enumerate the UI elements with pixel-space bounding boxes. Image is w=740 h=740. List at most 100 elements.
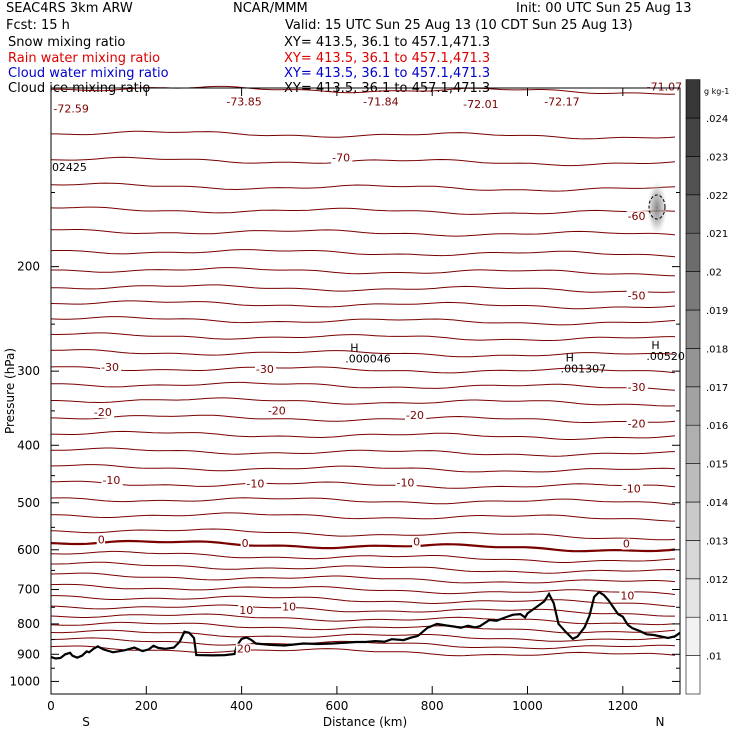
temperature-label: 20 <box>237 643 251 656</box>
high-marker: H <box>651 339 659 352</box>
colorbar-tick-label: .016 <box>706 421 728 432</box>
legend-cloud-water-name: Cloud water mixing ratio <box>8 66 169 81</box>
cloud-ice-contour <box>648 194 666 220</box>
colorbar-cell <box>685 348 701 388</box>
isotherm-line <box>50 497 676 505</box>
colorbar-cell <box>685 117 701 157</box>
colorbar: .01 .011 .012 .013 .014 .015 .016 .017 .018 .019.… <box>685 79 729 695</box>
temperature-label: -10 <box>396 476 414 489</box>
colorbar-cell <box>685 424 701 464</box>
temperature-label: -60 <box>628 210 646 223</box>
colorbar-tick-label: .021 <box>706 229 728 240</box>
isotherm-line <box>50 156 676 167</box>
label-knockout <box>331 152 353 164</box>
legend-rain-name: Rain water mixing ratio <box>8 51 161 66</box>
colorbar-cell <box>685 540 701 580</box>
colorbar-tick-label: .018 <box>706 344 728 355</box>
axes: 0 200 400 600 800 1000 12002003004005006007008… <box>3 87 680 729</box>
label-knockout <box>621 483 644 495</box>
temperature-label: 0 <box>98 533 105 546</box>
label-knockout <box>96 534 106 546</box>
label-knockout <box>395 477 417 489</box>
isotherm-line <box>50 414 676 423</box>
isotherm-line <box>51 561 676 574</box>
label-knockout <box>462 98 503 110</box>
colorbar-tick-label: .017 <box>706 383 728 394</box>
isotherm-line <box>51 267 676 277</box>
isotherm-line <box>50 583 676 595</box>
y-tick-label: 400 <box>17 438 40 452</box>
isotherm-line <box>51 349 676 358</box>
temperature-label: -20 <box>268 405 286 418</box>
label-knockout <box>626 418 648 430</box>
colorbar-tick-label: .019 <box>706 306 728 317</box>
label-knockout <box>543 96 584 108</box>
isotherm-line <box>50 332 675 341</box>
cloud-ice-blob <box>647 181 667 235</box>
colorbar-tick-label: .012 <box>706 575 728 586</box>
temperature-label: -20 <box>628 417 646 430</box>
isotherm-line <box>50 316 676 326</box>
temperature-label: -72.59 <box>53 103 88 116</box>
x-axis-label: Distance (km) <box>323 715 407 729</box>
temperature-label: 0 <box>623 538 630 551</box>
colorbar-tick-label: .024 <box>706 114 728 125</box>
temperature-label: -30 <box>256 363 274 376</box>
isotherm-line <box>51 284 676 293</box>
x-tick-label: 800 <box>421 699 444 713</box>
isotherm-line <box>50 480 676 489</box>
y-axis-label: Pressure (hPa) <box>3 348 17 434</box>
colorbar-tick-label: .02 <box>706 268 722 279</box>
temperature-label: 10 <box>620 589 634 602</box>
legend-snow-name: Snow mixing ratio <box>8 35 126 50</box>
isotherm-line <box>50 430 676 440</box>
colorbar-cell <box>685 232 701 272</box>
temperature-label: -30 <box>101 361 119 374</box>
isotherm-line <box>51 381 676 391</box>
y-tick-label: 200 <box>17 260 40 274</box>
colorbar-cell <box>685 655 701 695</box>
cloud-ice-shading <box>647 181 667 235</box>
colorbar-cell <box>685 463 701 503</box>
temperature-label: -73.85 <box>226 95 261 108</box>
high-marker: H <box>350 342 358 355</box>
legend-snow-xy: XY= 413.5, 36.1 to 457.1,471.3 <box>284 35 491 50</box>
temperature-label: -20 <box>94 406 112 419</box>
x-tick-label: 200 <box>135 699 158 713</box>
label-knockout <box>626 381 648 393</box>
label-knockout <box>619 590 635 602</box>
y-tick-label: 800 <box>17 617 40 631</box>
terrain-line <box>50 590 681 660</box>
isotherm-line <box>50 629 676 642</box>
temperature-label: -30 <box>628 381 646 394</box>
label-knockout <box>92 406 115 418</box>
isotherm-line <box>50 613 676 626</box>
isotherm-line <box>50 539 676 553</box>
label-knockout <box>235 643 251 655</box>
label-knockout <box>101 475 123 487</box>
colorbar-unit: g kg-1 <box>704 87 729 96</box>
temperature-label: -20 <box>406 409 424 422</box>
temperature-labels: -72.59 -73.85 -71.84 -72.01 -72.17 -71.07 -70 -… <box>52 81 687 656</box>
x-tick-label: 1200 <box>608 699 639 713</box>
x-tick-label: 400 <box>230 699 253 713</box>
colorbar-cell <box>685 386 701 426</box>
isotherm-contours <box>50 85 676 657</box>
isotherm-line <box>50 206 676 215</box>
isotherm-line <box>51 595 676 607</box>
colorbar-tick-label: .011 <box>706 613 728 624</box>
y-tick-label: 300 <box>17 364 40 378</box>
colorbar-tick-label: .015 <box>706 460 728 471</box>
y-tick-label: 500 <box>17 496 40 510</box>
label-knockout <box>100 362 122 374</box>
colorbar-tick-label: .023 <box>706 152 728 163</box>
colorbar-cell <box>685 271 701 311</box>
south-label: S <box>82 715 90 729</box>
colorbar-cell <box>685 194 701 234</box>
colorbar-cell <box>685 309 701 349</box>
y-tick-label: 1000 <box>9 674 40 688</box>
temperature-label: -10 <box>246 477 264 490</box>
model-title: SEAC4RS 3km ARW <box>6 1 133 16</box>
